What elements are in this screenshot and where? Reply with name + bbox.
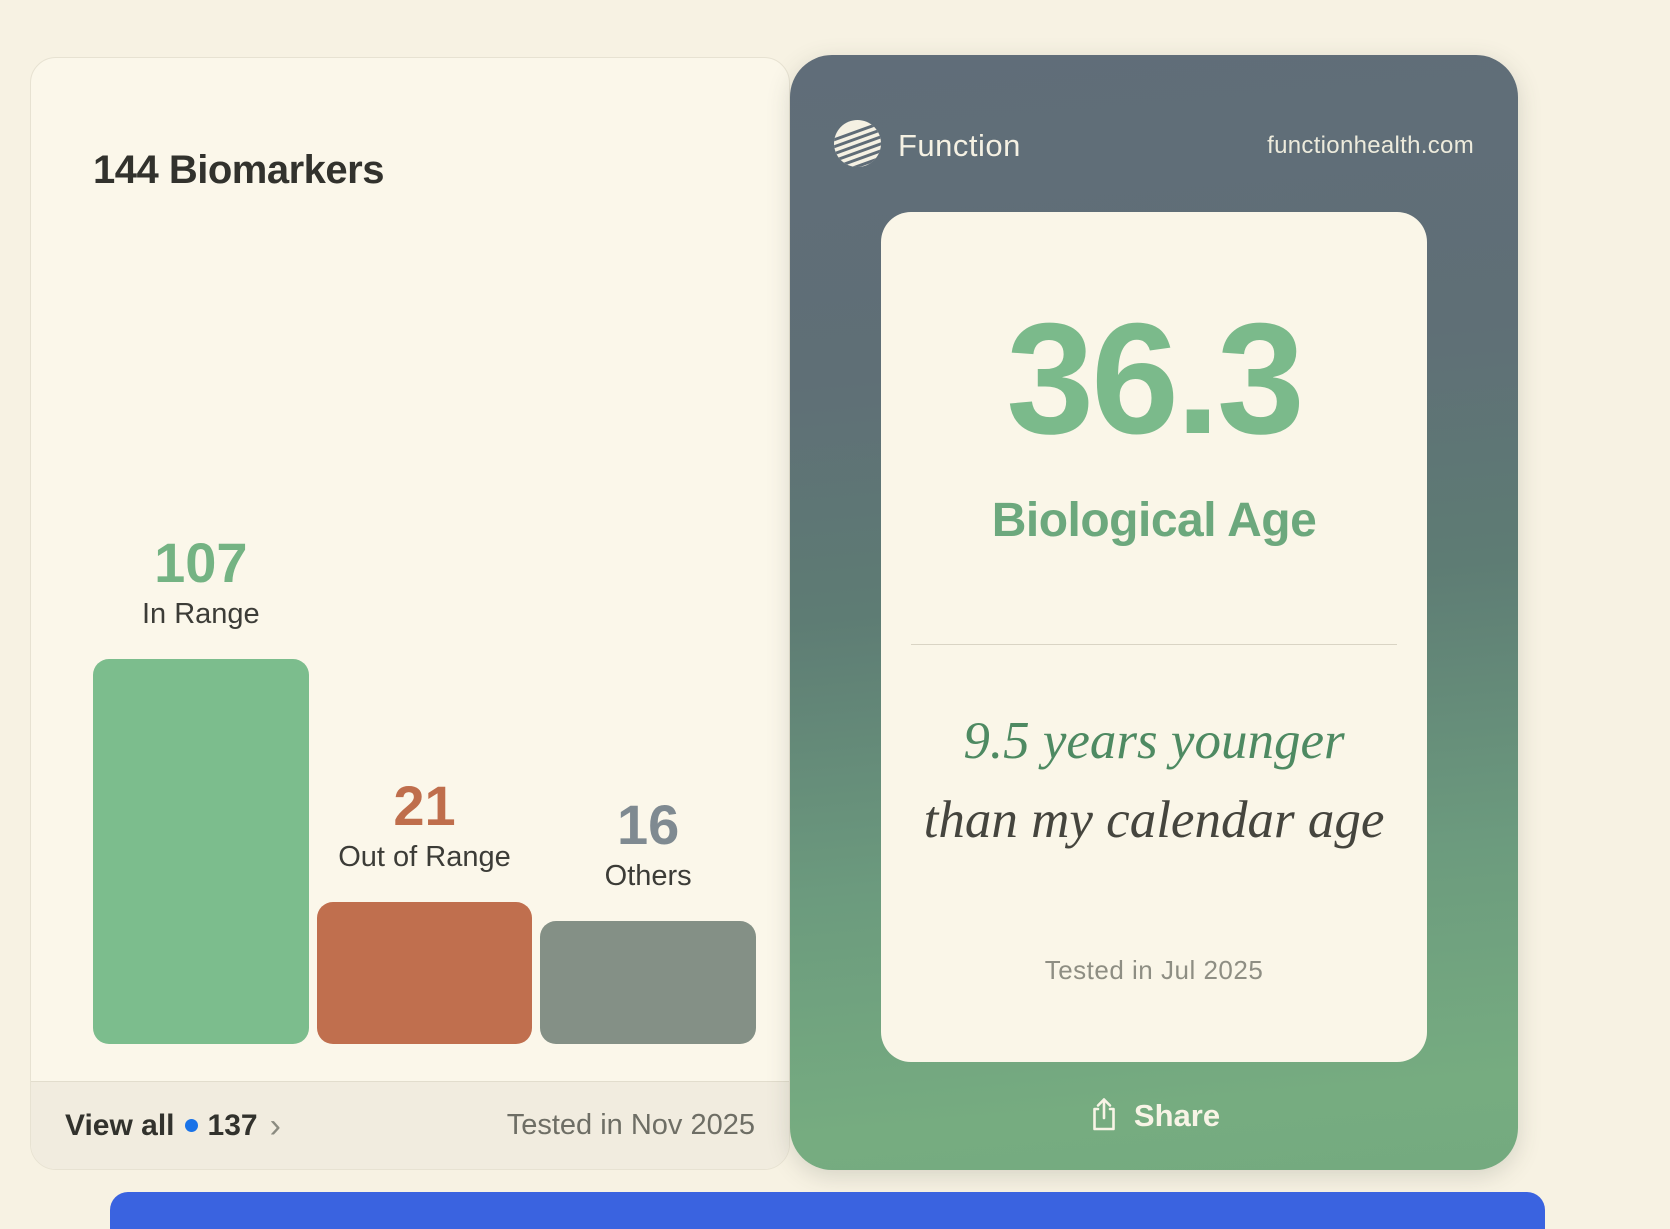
bar-others[interactable] <box>540 921 757 1044</box>
bar-label: Out of Range <box>338 841 511 873</box>
share-card-header: Function functionhealth.com <box>790 55 1518 171</box>
biological-age-label: Biological Age <box>991 493 1317 547</box>
bottom-action-bar[interactable] <box>110 1192 1545 1229</box>
share-icon <box>1088 1097 1120 1136</box>
bar-value: 107 <box>154 531 248 594</box>
bar-value: 16 <box>617 793 680 856</box>
brand: Function <box>834 120 1021 172</box>
view-all-label: View all <box>65 1108 175 1142</box>
blue-dot-icon <box>184 1119 198 1132</box>
biomarkers-chart: 107 In Range 21 Out of Range 16 Others <box>93 533 757 1044</box>
function-logo-icon <box>834 120 881 172</box>
site-url: functionhealth.com <box>1267 132 1474 159</box>
bar-group-others: 16 Others <box>540 793 757 1044</box>
biological-age-panel: 36.3 Biological Age 9.5 years younger th… <box>881 212 1427 1062</box>
chevron-right-icon: › <box>269 1106 281 1145</box>
tested-date-label: Tested in Jul 2025 <box>1044 955 1264 985</box>
biomarkers-title: 144 Biomarkers <box>93 148 384 192</box>
bar-label: In Range <box>141 598 260 630</box>
bar-label: Others <box>604 860 692 892</box>
bar-value: 21 <box>393 774 456 837</box>
divider <box>911 643 1397 645</box>
bar-group-out-of-range: 21 Out of Range <box>316 774 533 1044</box>
age-delta-line1: 9.5 years younger <box>963 711 1345 770</box>
brand-name: Function <box>898 128 1021 163</box>
bar-out-of-range[interactable] <box>316 902 533 1044</box>
view-all-count: 137 <box>207 1108 258 1142</box>
biomarkers-footer: View all 137 › Tested in Nov 2025 <box>31 1081 789 1169</box>
biological-age-share-card: Function functionhealth.com 36.3 Biologi… <box>790 55 1518 1170</box>
age-delta-line2: than my calendar age <box>923 790 1385 849</box>
share-button-label: Share <box>1133 1098 1221 1133</box>
bar-in-range[interactable] <box>93 659 309 1044</box>
bar-group-in-range: 107 In Range <box>93 533 309 1044</box>
view-all-button[interactable]: View all 137 › <box>65 1109 281 1143</box>
biomarkers-card: 144 Biomarkers 107 In Range 21 Out of Range… <box>30 57 790 1170</box>
share-button[interactable]: Share <box>1088 1097 1220 1136</box>
tested-date-label: Tested in Nov 2025 <box>506 1109 755 1141</box>
biological-age-value: 36.3 <box>1006 291 1305 467</box>
